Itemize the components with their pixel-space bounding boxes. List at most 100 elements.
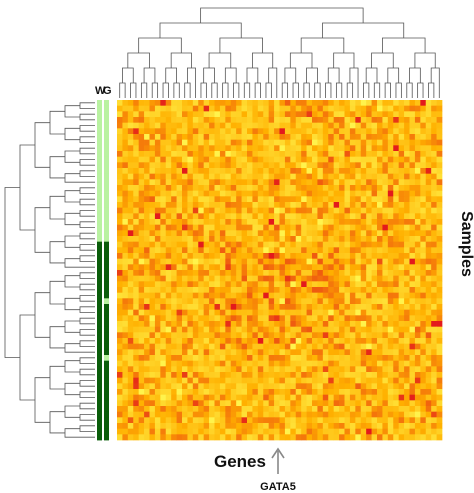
heatmap-cell: [436, 417, 443, 424]
heatmap-cell: [192, 207, 199, 214]
heatmap-cell: [203, 383, 210, 390]
heatmap-cell: [371, 213, 378, 220]
heatmap-cell: [425, 202, 432, 209]
g-annotation-cell: [104, 326, 109, 333]
heatmap-cell: [138, 264, 145, 271]
heatmap-cell: [144, 372, 150, 379]
heatmap-cell: [214, 213, 221, 220]
heatmap-cell: [333, 411, 340, 418]
heatmap-cell: [160, 224, 167, 231]
heatmap-cell: [252, 298, 259, 305]
heatmap-cell: [252, 281, 259, 288]
column-dendrogram-branch: [346, 82, 354, 98]
heatmap-cell: [225, 145, 232, 152]
heatmap-cell: [127, 224, 134, 231]
heatmap-cell: [382, 264, 389, 271]
heatmap-cell: [414, 400, 421, 407]
heatmap-cell: [409, 179, 416, 186]
heatmap-cell: [322, 270, 329, 277]
heatmap-cell: [225, 219, 232, 226]
heatmap-cell: [257, 247, 264, 254]
heatmap-cell: [425, 309, 432, 316]
heatmap-cell: [127, 394, 134, 401]
heatmap-cell: [382, 224, 389, 231]
heatmap-cell: [187, 213, 194, 220]
heatmap-cell: [284, 332, 291, 339]
heatmap-cell: [171, 105, 177, 112]
heatmap-cell: [420, 338, 427, 345]
heatmap-cell: [252, 207, 259, 214]
heatmap-cell: [247, 202, 253, 209]
heatmap-cell: [171, 100, 177, 107]
heatmap-cell: [420, 326, 427, 333]
heatmap-cell: [203, 304, 210, 311]
heatmap-cell: [393, 304, 400, 311]
heatmap-cell: [257, 236, 264, 243]
heatmap-cell: [371, 355, 378, 362]
heatmap-cell: [171, 179, 177, 186]
heatmap-cell: [219, 162, 226, 169]
heatmap-cell: [198, 315, 205, 322]
heatmap-cell: [214, 372, 221, 379]
heatmap-cell: [322, 128, 329, 135]
heatmap-cell: [317, 423, 324, 430]
heatmap-cell: [122, 332, 129, 339]
row-dendrogram-branch: [4, 187, 20, 358]
heatmap-cell: [236, 100, 242, 107]
heatmap-cell: [127, 434, 134, 441]
heatmap-cell: [127, 247, 134, 254]
heatmap-cell: [252, 230, 259, 237]
heatmap-cell: [387, 173, 394, 180]
heatmap-cell: [301, 383, 307, 390]
w-annotation-cell: [97, 423, 102, 430]
heatmap-cell: [306, 383, 313, 390]
heatmap-cell: [382, 394, 389, 401]
heatmap-cell: [279, 105, 286, 112]
heatmap-cell: [301, 241, 307, 248]
heatmap-cell: [414, 366, 421, 373]
heatmap-cell: [154, 207, 161, 214]
w-annotation-cell: [97, 315, 102, 322]
heatmap-cell: [404, 117, 410, 124]
heatmap-cell: [263, 162, 270, 169]
heatmap-cell: [182, 122, 188, 129]
heatmap-cell: [117, 111, 123, 118]
heatmap-cell: [192, 298, 199, 305]
heatmap-cell: [219, 434, 226, 441]
heatmap-cell: [360, 394, 367, 401]
heatmap-cell: [263, 366, 270, 373]
heatmap-cell: [360, 151, 367, 158]
heatmap-cell: [290, 105, 297, 112]
heatmap-cell: [149, 224, 156, 231]
heatmap-cell: [154, 321, 161, 328]
heatmap-cell: [404, 383, 410, 390]
heatmap-cell: [398, 321, 405, 328]
heatmap-cell: [431, 241, 437, 248]
heatmap-cell: [387, 139, 394, 146]
heatmap-cell: [122, 428, 129, 435]
heatmap-cell: [360, 128, 367, 135]
heatmap-cell: [274, 162, 280, 169]
row-dendrogram-branch: [79, 272, 95, 279]
heatmap-cell: [149, 207, 156, 214]
heatmap-cell: [236, 230, 242, 237]
heatmap-cell: [257, 128, 264, 135]
heatmap-cell: [420, 355, 427, 362]
heatmap-cell: [312, 428, 318, 435]
heatmap-cell: [274, 321, 280, 328]
heatmap-cell: [333, 281, 340, 288]
heatmap-cell: [241, 287, 248, 294]
heatmap-cell: [301, 134, 307, 141]
heatmap-cell: [409, 219, 416, 226]
heatmap-cell: [192, 355, 199, 362]
heatmap-cell: [436, 349, 443, 356]
heatmap-cell: [404, 236, 410, 243]
heatmap-cell: [247, 247, 253, 254]
heatmap-cell: [176, 241, 183, 248]
heatmap-cell: [214, 377, 221, 384]
heatmap-cell: [160, 349, 167, 356]
heatmap-cell: [263, 134, 270, 141]
heatmap-cell: [176, 264, 183, 271]
heatmap-cell: [257, 372, 264, 379]
heatmap-cell: [339, 224, 345, 231]
